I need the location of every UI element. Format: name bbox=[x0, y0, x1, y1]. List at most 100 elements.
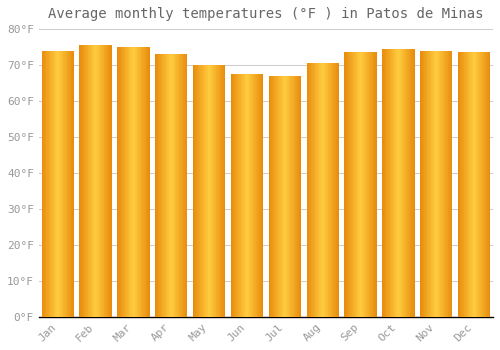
Bar bbox=[239, 74, 240, 317]
Bar bbox=[132, 47, 134, 317]
Bar bbox=[182, 54, 184, 317]
Bar bbox=[300, 76, 301, 317]
Bar bbox=[160, 54, 161, 317]
Bar bbox=[412, 49, 413, 317]
Bar bbox=[221, 65, 222, 317]
Bar bbox=[352, 52, 354, 317]
Bar bbox=[437, 51, 438, 317]
Bar bbox=[200, 65, 201, 317]
Bar bbox=[98, 45, 99, 317]
Bar bbox=[313, 63, 314, 317]
Bar bbox=[397, 49, 398, 317]
Bar bbox=[468, 52, 469, 317]
Bar bbox=[272, 76, 273, 317]
Bar bbox=[484, 52, 486, 317]
Bar bbox=[288, 76, 289, 317]
Bar bbox=[366, 52, 367, 317]
Bar bbox=[334, 63, 335, 317]
Bar bbox=[44, 51, 45, 317]
Bar bbox=[298, 76, 300, 317]
Bar bbox=[475, 52, 476, 317]
Bar bbox=[270, 76, 271, 317]
Bar bbox=[255, 74, 256, 317]
Bar bbox=[147, 47, 148, 317]
Bar bbox=[212, 65, 213, 317]
Bar bbox=[213, 65, 214, 317]
Bar bbox=[317, 63, 318, 317]
Bar bbox=[193, 65, 194, 317]
Bar bbox=[364, 52, 366, 317]
Bar bbox=[269, 76, 270, 317]
Bar bbox=[240, 74, 242, 317]
Bar bbox=[174, 54, 176, 317]
Bar bbox=[389, 49, 390, 317]
Bar bbox=[197, 65, 198, 317]
Bar bbox=[451, 51, 452, 317]
Bar bbox=[127, 47, 128, 317]
Bar bbox=[450, 51, 451, 317]
Bar bbox=[161, 54, 162, 317]
Bar bbox=[159, 54, 160, 317]
Bar bbox=[290, 76, 292, 317]
Bar bbox=[120, 47, 122, 317]
Bar bbox=[205, 65, 206, 317]
Bar bbox=[146, 47, 147, 317]
Bar bbox=[459, 52, 460, 317]
Bar bbox=[436, 51, 437, 317]
Bar bbox=[458, 52, 459, 317]
Bar bbox=[164, 54, 165, 317]
Bar bbox=[110, 45, 111, 317]
Bar bbox=[401, 49, 402, 317]
Bar bbox=[337, 63, 338, 317]
Bar bbox=[398, 49, 399, 317]
Bar bbox=[84, 45, 85, 317]
Bar bbox=[330, 63, 331, 317]
Bar bbox=[251, 74, 252, 317]
Bar bbox=[106, 45, 107, 317]
Bar bbox=[181, 54, 182, 317]
Bar bbox=[476, 52, 478, 317]
Bar bbox=[88, 45, 89, 317]
Bar bbox=[486, 52, 487, 317]
Bar bbox=[70, 51, 72, 317]
Bar bbox=[170, 54, 172, 317]
Bar bbox=[368, 52, 370, 317]
Bar bbox=[276, 76, 277, 317]
Bar bbox=[445, 51, 446, 317]
Bar bbox=[426, 51, 428, 317]
Bar bbox=[462, 52, 463, 317]
Bar bbox=[294, 76, 296, 317]
Bar bbox=[162, 54, 164, 317]
Bar bbox=[62, 51, 64, 317]
Bar bbox=[85, 45, 86, 317]
Bar bbox=[214, 65, 215, 317]
Bar bbox=[348, 52, 350, 317]
Bar bbox=[60, 51, 61, 317]
Bar bbox=[234, 74, 235, 317]
Bar bbox=[178, 54, 180, 317]
Bar bbox=[135, 47, 136, 317]
Bar bbox=[211, 65, 212, 317]
Bar bbox=[138, 47, 139, 317]
Bar bbox=[215, 65, 216, 317]
Bar bbox=[196, 65, 197, 317]
Bar bbox=[100, 45, 101, 317]
Bar bbox=[338, 63, 339, 317]
Bar bbox=[246, 74, 247, 317]
Bar bbox=[434, 51, 436, 317]
Bar bbox=[102, 45, 103, 317]
Bar bbox=[220, 65, 221, 317]
Bar bbox=[316, 63, 317, 317]
Bar bbox=[375, 52, 376, 317]
Bar bbox=[393, 49, 394, 317]
Bar bbox=[42, 51, 43, 317]
Bar bbox=[383, 49, 384, 317]
Bar bbox=[467, 52, 468, 317]
Title: Average monthly temperatures (°F ) in Patos de Minas: Average monthly temperatures (°F ) in Pa… bbox=[48, 7, 484, 21]
Bar bbox=[441, 51, 442, 317]
Bar bbox=[399, 49, 400, 317]
Bar bbox=[46, 51, 48, 317]
Bar bbox=[184, 54, 185, 317]
Bar bbox=[275, 76, 276, 317]
Bar bbox=[464, 52, 466, 317]
